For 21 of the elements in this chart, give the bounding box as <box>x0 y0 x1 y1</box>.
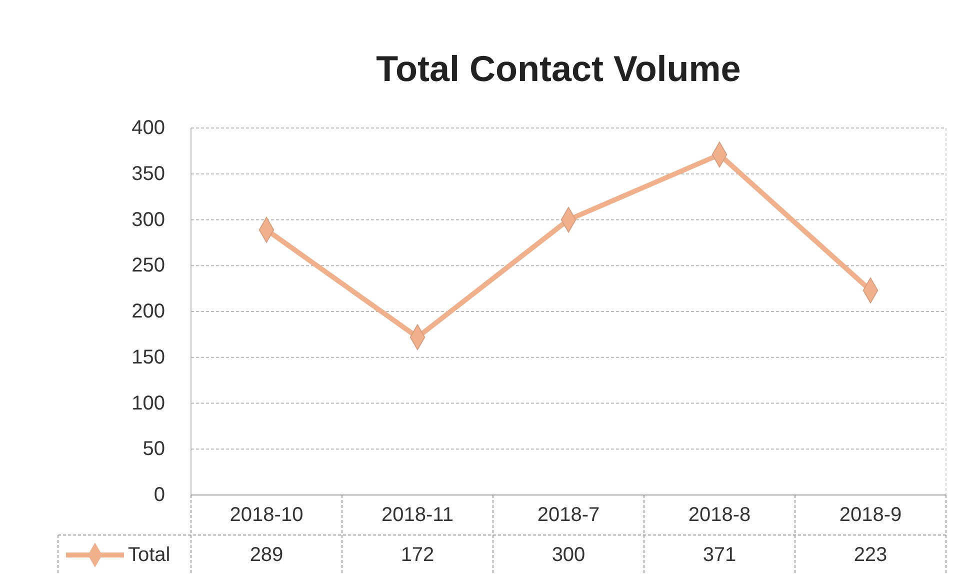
y-tick-label: 50 <box>142 438 165 460</box>
y-tick-label: 300 <box>132 208 165 231</box>
x-tick-label: 2018-11 <box>382 504 454 526</box>
data-label: 300 <box>552 544 586 566</box>
x-tick-label: 2018-10 <box>230 504 304 526</box>
y-tick-label: 350 <box>132 162 165 185</box>
x-tick-label: 2018-9 <box>839 504 902 526</box>
x-tick-label: 2018-7 <box>537 504 600 526</box>
y-tick-label: 150 <box>132 346 165 368</box>
data-label: 172 <box>400 544 434 566</box>
chart-title: Total Contact Volume <box>376 48 741 89</box>
y-tick-label: 250 <box>132 254 165 277</box>
data-label: 289 <box>250 544 284 566</box>
y-tick-label: 400 <box>132 117 165 139</box>
x-tick-label: 2018-8 <box>688 504 751 526</box>
legend-label: Total <box>128 544 170 566</box>
y-tick-label: 0 <box>154 484 165 506</box>
data-label: 223 <box>854 544 888 566</box>
y-tick-label: 100 <box>132 392 165 414</box>
y-tick-label: 200 <box>132 300 165 322</box>
data-label: 371 <box>702 544 736 566</box>
